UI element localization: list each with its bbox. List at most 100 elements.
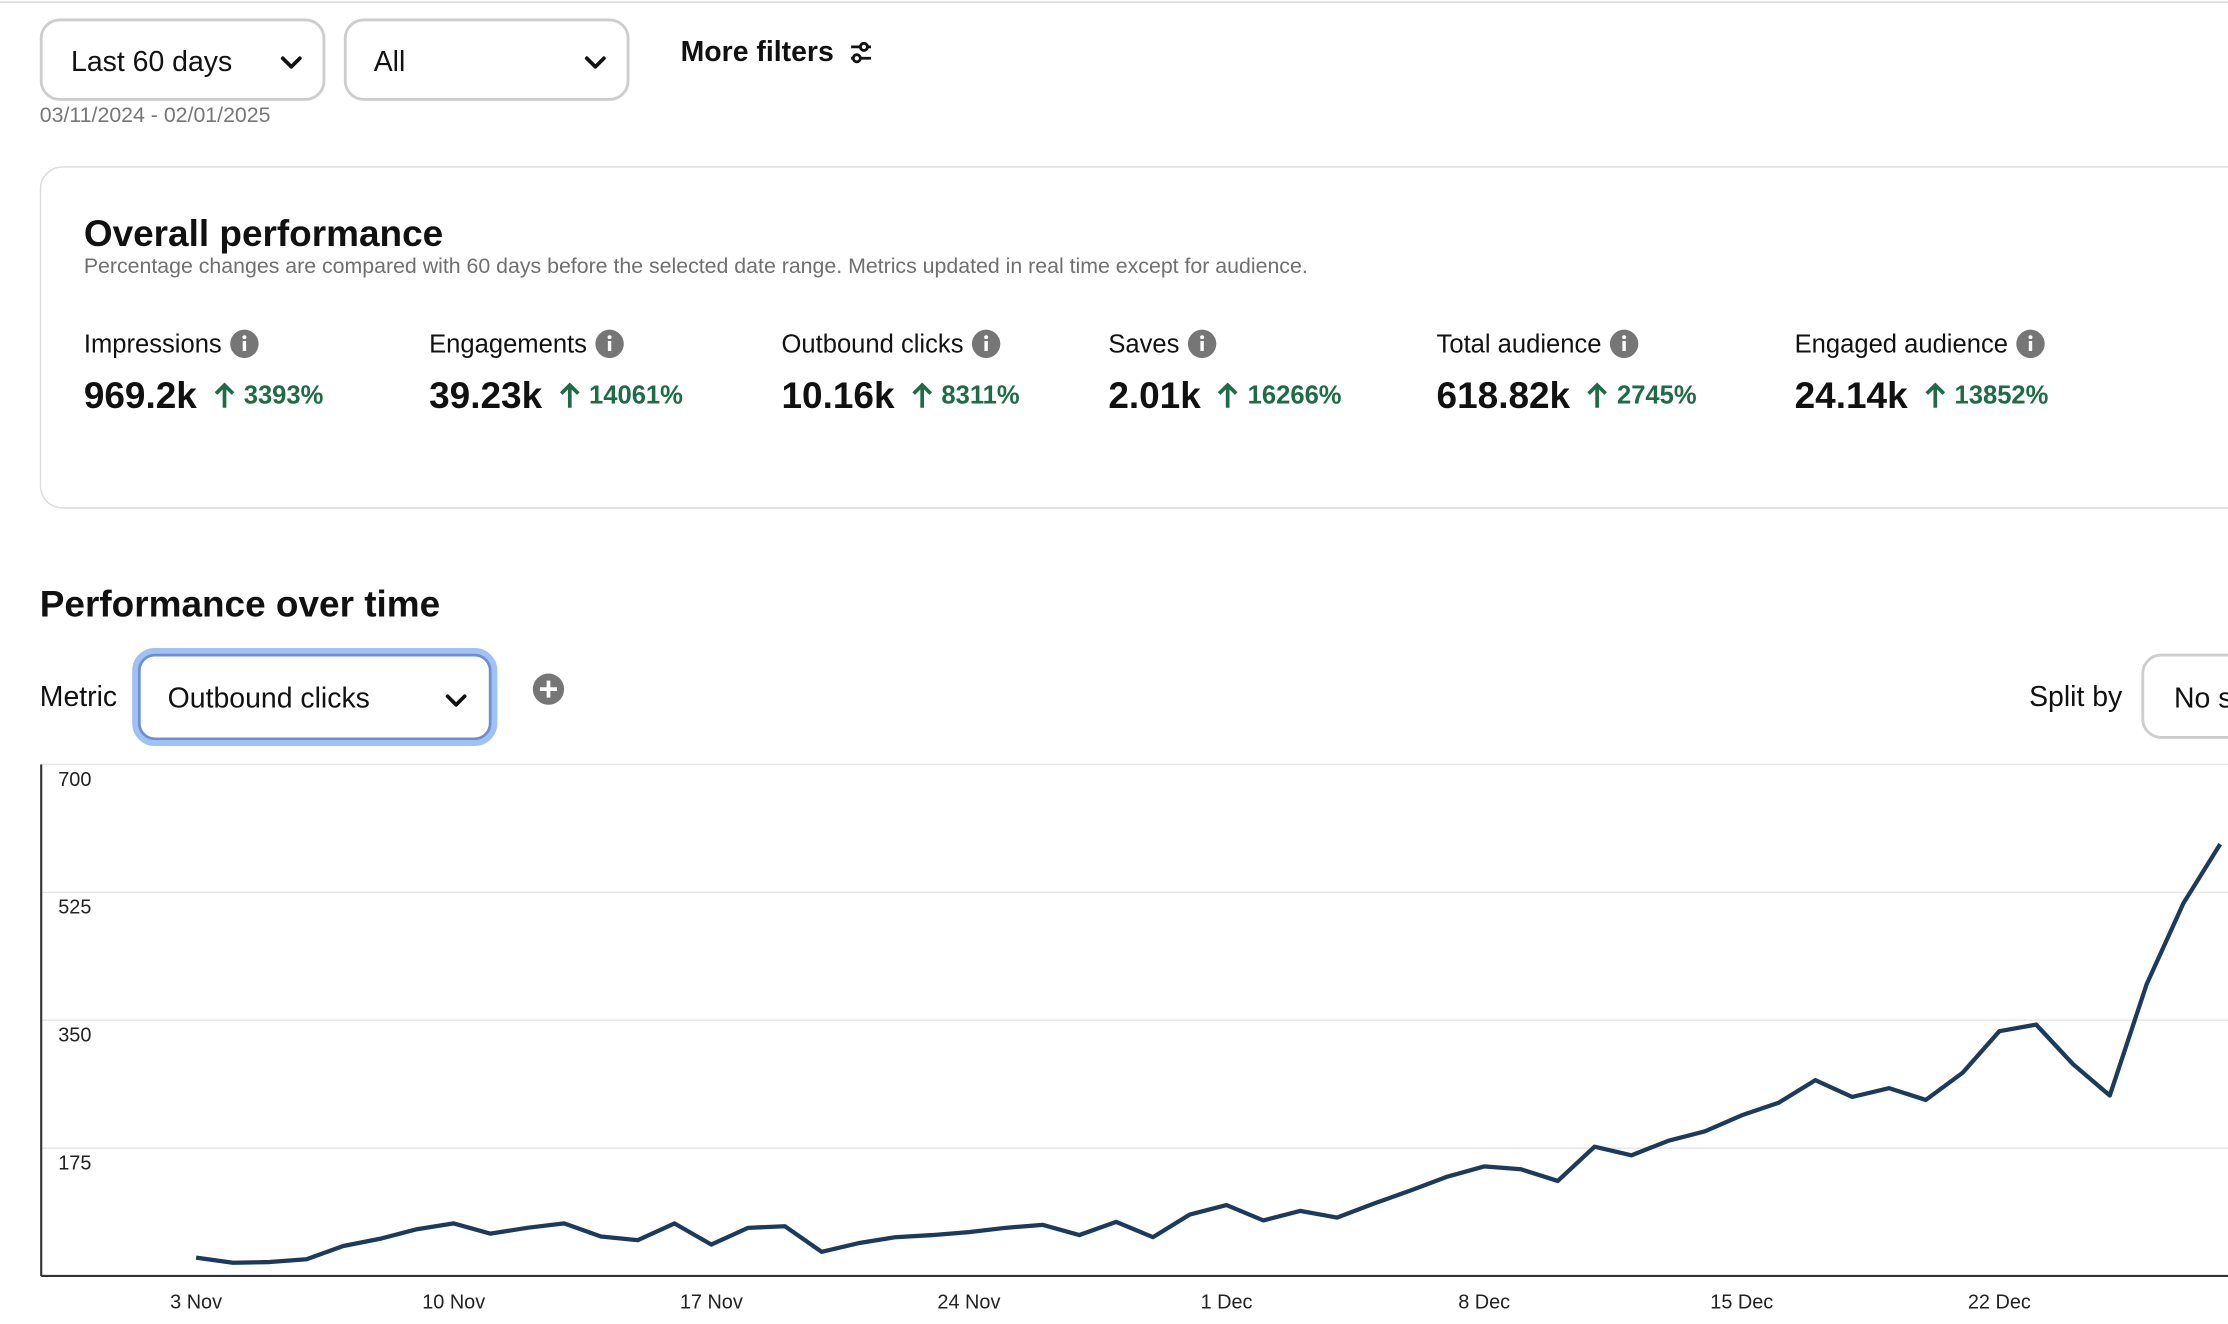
- focus-ring: [137, 653, 492, 741]
- dropdown-text: No split: [2174, 683, 2228, 715]
- chevron-icon: [280, 56, 302, 69]
- metric-value: 10.16k: [781, 373, 895, 417]
- metric-change: 3393%: [243, 380, 324, 410]
- metric-value-row: 2.01k 16266%: [1108, 374, 1341, 417]
- up-arrow: [910, 381, 933, 409]
- metric-label: Metric: [39, 682, 118, 714]
- metric-change: 2745%: [1616, 380, 1697, 410]
- metric-value-row: 618.82k 2745%: [1437, 374, 1697, 417]
- metric-label-row: Impressions: [84, 328, 324, 359]
- top-border: [0, 1, 2228, 3]
- metric-value: 39.23k: [429, 373, 543, 417]
- add-metric-button[interactable]: [531, 672, 565, 706]
- metric-label-row: Engagements: [429, 328, 683, 359]
- metric-value-row: 24.14k 13852%: [1795, 374, 2049, 417]
- info-icon[interactable]: [1187, 329, 1217, 359]
- metric-change: 14061%: [589, 380, 683, 410]
- x-tick-label: 17 Nov: [680, 1292, 743, 1314]
- metric-name: Outbound clicks: [781, 329, 964, 359]
- metric-value: 2.01k: [1108, 373, 1201, 417]
- metric: Impressions 969.2k 3393%: [84, 328, 324, 417]
- metric-value-row: 10.16k 8311%: [782, 374, 1020, 417]
- split-dropdown[interactable]: No split: [2141, 653, 2228, 739]
- plot: 175 350 525 700 3 Nov 10 Nov 17 Nov 24 Nov 1 Dec…: [40, 763, 2228, 1314]
- metric-label-row: Saves: [1108, 328, 1341, 359]
- metric: Engaged audience 24.14k 13852%: [1795, 328, 2049, 417]
- y-tick-label: 525: [58, 897, 91, 919]
- y-tick-label: 700: [58, 769, 91, 791]
- chevron-icon: [445, 694, 467, 707]
- y-tick-label: 350: [58, 1025, 91, 1047]
- dropdown-text: Last 60 days: [71, 46, 233, 79]
- metric-name: Total audience: [1436, 329, 1602, 359]
- metric-value: 618.82k: [1436, 373, 1571, 417]
- arrow-glyph: [1924, 382, 1945, 408]
- up-arrow: [558, 381, 581, 409]
- x-tick-label: 10 Nov: [422, 1292, 485, 1314]
- up-arrow: [212, 381, 235, 409]
- arrow-glyph: [911, 382, 932, 408]
- more-filters-button[interactable]: More filters: [680, 36, 872, 73]
- x-tick-label: 3 Nov: [170, 1292, 222, 1314]
- metric-change: 8311%: [941, 380, 1020, 410]
- info-icon[interactable]: [2016, 329, 2045, 359]
- split-label: Split by: [2029, 682, 2123, 714]
- metric: Engagements 39.23k 14061%: [429, 328, 683, 416]
- metric-change: 16266%: [1247, 380, 1342, 410]
- filter-icon: [851, 41, 872, 64]
- info-icon[interactable]: [972, 329, 1001, 359]
- info-glyph: [1622, 335, 1627, 351]
- up-arrow: [1923, 381, 1946, 409]
- metric-label-row: Outbound clicks: [782, 328, 1020, 359]
- dropdown-text: Outbound clicks: [167, 683, 370, 715]
- metric-value: 969.2k: [83, 373, 197, 417]
- x-tick-label: 1 Dec: [1201, 1292, 1253, 1314]
- metric: Outbound clicks 10.16k 8311%: [782, 328, 1020, 416]
- overall-performance-card: [39, 166, 2228, 509]
- x-tick-label: 24 Nov: [937, 1292, 1000, 1314]
- x-tick-label: 15 Dec: [1710, 1292, 1773, 1314]
- content-dropdown[interactable]: All: [343, 18, 630, 101]
- info-glyph: [1200, 335, 1205, 351]
- arrow-glyph: [559, 382, 579, 408]
- up-arrow: [1586, 381, 1609, 409]
- up-arrow: [1216, 381, 1239, 409]
- date-range-dropdown[interactable]: Last 60 days: [39, 18, 326, 101]
- metric-label-row: Engaged audience: [1795, 328, 2049, 359]
- metric-dropdown[interactable]: Outbound clicks: [132, 647, 498, 746]
- card-subtitle: Percentage changes are compared with 60 …: [83, 254, 1308, 279]
- section-title: Performance over time: [39, 582, 441, 626]
- info-icon[interactable]: [230, 329, 259, 359]
- info-icon[interactable]: [1610, 329, 1639, 359]
- x-tick-label: 22 Dec: [1968, 1292, 2031, 1314]
- metric-value-row: 969.2k 3393%: [84, 374, 324, 417]
- arrow-glyph: [1587, 382, 1607, 408]
- metric-value-row: 39.23k 14061%: [429, 374, 683, 417]
- info-glyph: [242, 335, 247, 351]
- metric-name: Impressions: [83, 329, 222, 359]
- date-range-text: 03/11/2024 - 02/01/2025: [39, 103, 271, 128]
- line-chart: 175 350 525 700 3 Nov 10 Nov 17 Nov 24 Nov 1 Dec…: [40, 763, 2228, 1314]
- card-title: Overall performance: [83, 211, 444, 255]
- metric-value: 24.14k: [1794, 373, 1908, 417]
- dropdown-text: All: [373, 46, 406, 79]
- chevron-icon: [584, 56, 606, 69]
- info-glyph: [2028, 335, 2033, 351]
- metric-name: Engaged audience: [1794, 329, 2008, 359]
- x-tick-label: 8 Dec: [1458, 1292, 1510, 1314]
- metric-change: 13852%: [1954, 380, 2049, 410]
- info-glyph: [984, 335, 989, 351]
- arrow-glyph: [1217, 382, 1238, 408]
- data-line: [195, 843, 2222, 1265]
- metric-name: Saves: [1108, 329, 1180, 359]
- metric: Total audience 618.82k 2745%: [1437, 328, 1697, 416]
- arrow-glyph: [214, 382, 234, 408]
- y-tick-label: 175: [58, 1152, 91, 1174]
- info-glyph: [607, 335, 612, 351]
- info-icon[interactable]: [595, 329, 624, 359]
- button-text: More filters: [680, 36, 834, 69]
- metric-name: Engagements: [429, 329, 587, 359]
- metric: Saves 2.01k 16266%: [1108, 328, 1342, 417]
- metric-label-row: Total audience: [1437, 328, 1697, 359]
